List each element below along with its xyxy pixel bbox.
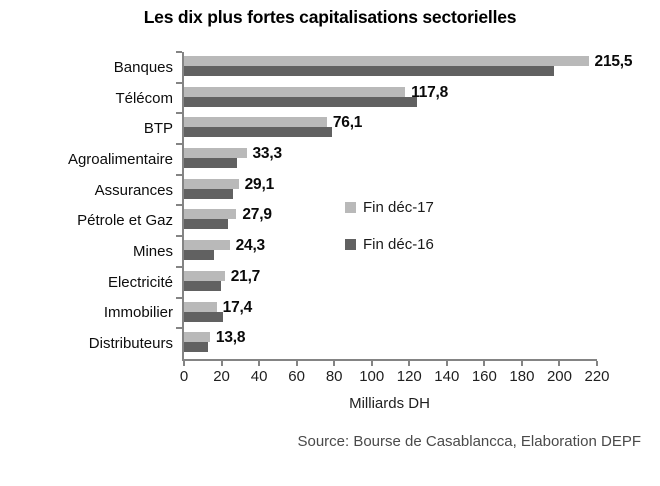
bar-row: 17,4 bbox=[176, 296, 597, 329]
category-label: Pétrole et Gaz bbox=[77, 212, 173, 230]
bar-row: 21,7 bbox=[176, 265, 597, 298]
x-tick-label: 180 bbox=[509, 368, 535, 385]
x-axis-tick bbox=[520, 361, 523, 366]
bar-row: 117,8 bbox=[176, 81, 597, 114]
bar-fin-dec-17 bbox=[184, 117, 327, 128]
value-label: 33,3 bbox=[252, 145, 283, 163]
x-axis-tick bbox=[258, 361, 261, 366]
bar-fin-dec-16 bbox=[184, 66, 554, 76]
plot-area: 215,5 117,8 76,1 33,3 29,1 27,9 24,3 21,7 17,4 13… bbox=[176, 51, 633, 385]
x-axis-tick bbox=[445, 361, 448, 366]
bar-row: 33,3 bbox=[176, 143, 597, 175]
y-axis-tick bbox=[176, 51, 182, 53]
legend-swatch bbox=[345, 202, 356, 213]
x-axis: 0 20 40 60 80 100 120 140 160 180 200 220 bbox=[180, 359, 610, 389]
legend-label: Fin déc-17 bbox=[363, 199, 434, 216]
category-label: Banques bbox=[113, 58, 173, 76]
y-axis-tick bbox=[176, 327, 182, 330]
category-label: Agroalimentaire bbox=[67, 150, 173, 168]
bar-row: 29,1 bbox=[176, 173, 597, 206]
value-label: 117,8 bbox=[411, 83, 449, 101]
x-tick-label: 120 bbox=[396, 368, 422, 385]
value-label: 17,4 bbox=[222, 298, 253, 316]
bar-chart: Banques Télécom BTP Agroalimentaire Assuranc… bbox=[0, 51, 660, 385]
bar-fin-dec-17 bbox=[184, 270, 225, 281]
x-axis-tick bbox=[408, 361, 411, 366]
x-axis-tick bbox=[333, 361, 336, 366]
category-label: BTP bbox=[143, 120, 173, 138]
bar-fin-dec-17 bbox=[184, 240, 230, 251]
bar-fin-dec-17 bbox=[184, 178, 239, 189]
bar-fin-dec-17 bbox=[184, 209, 237, 220]
bar-row: 27,9 bbox=[176, 204, 597, 236]
x-tick-label: 100 bbox=[359, 368, 385, 385]
bar-fin-dec-16 bbox=[184, 96, 417, 107]
bar-row: 215,5 bbox=[176, 51, 633, 83]
category-label: Assurances bbox=[94, 181, 173, 199]
bar-fin-dec-17 bbox=[184, 56, 589, 66]
bar-fin-dec-17 bbox=[184, 86, 406, 97]
bar-row: 76,1 bbox=[176, 112, 597, 144]
bar-row: 24,3 bbox=[176, 235, 597, 267]
legend: Fin déc-17 Fin déc-16 bbox=[345, 199, 434, 273]
y-axis-tick bbox=[176, 81, 182, 84]
x-tick-label: 60 bbox=[288, 368, 305, 385]
x-tick-label: 200 bbox=[546, 368, 572, 385]
y-axis-tick bbox=[176, 143, 182, 146]
value-label: 21,7 bbox=[230, 267, 261, 285]
source-note: Source: Bourse de Casablancca, Elaborati… bbox=[297, 433, 641, 450]
bar-fin-dec-16 bbox=[184, 127, 333, 138]
y-axis-tick bbox=[176, 204, 182, 207]
x-tick-label: 40 bbox=[250, 368, 268, 385]
bar-fin-dec-17 bbox=[184, 148, 247, 159]
category-label: Télécom bbox=[115, 89, 173, 107]
y-axis-tick bbox=[176, 173, 182, 176]
category-label: Electricité bbox=[107, 273, 173, 291]
x-axis-tick bbox=[183, 361, 185, 366]
bar-row: 13,8 bbox=[176, 327, 597, 359]
x-tick-label: 160 bbox=[471, 368, 497, 385]
bar-fin-dec-16 bbox=[184, 158, 237, 169]
bar-fin-dec-16 bbox=[184, 250, 215, 261]
x-tick-label: 140 bbox=[434, 368, 460, 385]
value-label: 13,8 bbox=[215, 329, 246, 347]
bar-fin-dec-17 bbox=[184, 301, 217, 312]
value-label: 29,1 bbox=[244, 175, 275, 193]
bar-fin-dec-16 bbox=[184, 188, 233, 199]
bar-fin-dec-16 bbox=[184, 342, 209, 353]
legend-item: Fin déc-16 bbox=[345, 236, 434, 253]
y-axis-tick bbox=[176, 296, 182, 299]
value-label: 24,3 bbox=[235, 237, 266, 255]
x-axis-label: Milliards DH bbox=[349, 395, 430, 412]
y-axis-tick bbox=[176, 235, 182, 238]
legend-swatch bbox=[345, 239, 356, 250]
category-labels: Banques Télécom BTP Agroalimentaire Assuranc… bbox=[0, 52, 182, 359]
bar-fin-dec-17 bbox=[184, 332, 210, 343]
y-axis-tick bbox=[176, 112, 182, 115]
legend-label: Fin déc-16 bbox=[363, 236, 434, 253]
category-label: Immobilier bbox=[103, 304, 173, 322]
x-tick-label: 20 bbox=[213, 368, 230, 385]
x-tick-label: 220 bbox=[584, 368, 610, 385]
chart-title: Les dix plus fortes capitalisations sect… bbox=[143, 7, 517, 27]
value-label: 76,1 bbox=[332, 114, 363, 132]
x-axis-tick bbox=[370, 361, 373, 366]
legend-item: Fin déc-17 bbox=[345, 199, 434, 216]
x-axis-tick bbox=[596, 361, 598, 366]
y-axis-tick bbox=[176, 265, 182, 268]
x-tick-label: 80 bbox=[325, 368, 343, 385]
category-label: Mines bbox=[132, 242, 173, 260]
bar-fin-dec-16 bbox=[184, 311, 224, 322]
x-axis-tick bbox=[220, 361, 223, 366]
bar-fin-dec-16 bbox=[184, 280, 221, 291]
x-axis-tick bbox=[483, 361, 486, 366]
bar-fin-dec-16 bbox=[184, 219, 229, 230]
x-axis-tick bbox=[558, 361, 561, 366]
x-tick-label: 0 bbox=[179, 368, 189, 385]
category-label: Distributeurs bbox=[88, 335, 173, 353]
x-axis-tick bbox=[295, 361, 298, 366]
value-label: 215,5 bbox=[594, 53, 633, 70]
value-label: 27,9 bbox=[242, 206, 272, 224]
